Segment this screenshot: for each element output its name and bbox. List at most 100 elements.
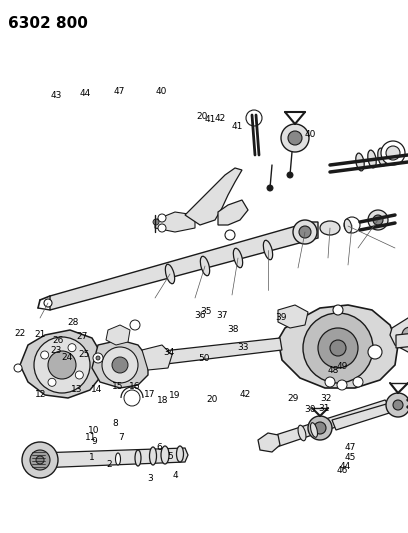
Text: 40: 40 [304,130,316,139]
Circle shape [44,299,52,307]
Text: 44: 44 [79,89,91,98]
Text: 39: 39 [275,313,286,321]
Text: 49: 49 [337,362,348,371]
Circle shape [68,344,76,352]
Polygon shape [100,338,282,372]
Text: 43: 43 [51,92,62,100]
Circle shape [393,400,403,410]
Text: 9: 9 [91,437,97,446]
Ellipse shape [356,153,364,171]
Text: 40: 40 [155,87,167,96]
Text: 42: 42 [239,390,251,399]
Text: 6: 6 [156,443,162,452]
Text: 38: 38 [227,325,238,334]
Polygon shape [185,168,242,225]
Polygon shape [20,330,102,398]
Ellipse shape [177,446,184,462]
Text: 7: 7 [119,433,124,441]
Text: 48: 48 [328,366,339,375]
Ellipse shape [135,450,141,466]
Ellipse shape [115,453,120,465]
Text: 47: 47 [344,443,356,452]
Text: 28: 28 [67,319,78,327]
Text: 25: 25 [78,350,89,359]
Text: 45: 45 [344,453,356,462]
Circle shape [93,353,103,363]
Text: 44: 44 [339,462,350,471]
Circle shape [41,351,49,359]
Text: 37: 37 [217,311,228,320]
Circle shape [267,185,273,191]
Circle shape [325,377,335,387]
Circle shape [14,364,22,372]
Circle shape [158,224,166,232]
Text: 23: 23 [51,346,62,355]
Circle shape [158,214,166,222]
Text: 41: 41 [232,123,243,131]
Text: 34: 34 [164,349,175,357]
Ellipse shape [263,240,273,260]
Ellipse shape [320,221,340,235]
Text: 6302 800: 6302 800 [8,16,88,31]
Text: 26: 26 [52,336,64,344]
Polygon shape [390,318,408,352]
Circle shape [48,378,56,386]
Circle shape [112,357,128,373]
Circle shape [381,141,405,165]
Circle shape [34,337,90,393]
Text: 20: 20 [206,395,218,404]
Polygon shape [218,200,248,225]
Circle shape [318,328,358,368]
Ellipse shape [149,447,157,465]
Text: 41: 41 [204,116,216,124]
Ellipse shape [200,256,210,276]
Text: 35: 35 [200,308,212,316]
Circle shape [250,114,258,122]
Circle shape [308,416,332,440]
Circle shape [368,210,388,230]
Text: 32: 32 [321,394,332,403]
Circle shape [225,230,235,240]
Text: 27: 27 [77,333,88,341]
Text: 14: 14 [91,385,103,393]
Text: 24: 24 [62,353,73,361]
Text: 33: 33 [237,343,248,352]
Text: 15: 15 [112,383,123,391]
Text: 19: 19 [169,391,180,400]
Circle shape [30,450,50,470]
Circle shape [386,146,400,160]
Text: 10: 10 [88,426,100,435]
Circle shape [75,371,83,379]
Text: 31: 31 [319,404,330,413]
Text: 3: 3 [147,474,153,483]
Circle shape [287,172,293,178]
Ellipse shape [368,150,376,168]
Circle shape [36,456,44,464]
Text: 46: 46 [337,466,348,474]
Circle shape [373,215,383,225]
Polygon shape [50,222,318,310]
Circle shape [330,340,346,356]
Polygon shape [92,340,148,388]
Text: 30: 30 [304,405,316,414]
Polygon shape [106,325,130,345]
Ellipse shape [344,219,352,233]
Circle shape [130,320,140,330]
Text: 4: 4 [173,471,178,480]
Circle shape [402,327,408,343]
Text: 16: 16 [129,383,140,391]
Polygon shape [32,448,188,468]
Polygon shape [142,345,172,370]
Text: 47: 47 [113,87,125,96]
Circle shape [288,131,302,145]
Circle shape [333,305,343,315]
Circle shape [368,345,382,359]
Ellipse shape [298,425,306,441]
Circle shape [293,220,317,244]
Circle shape [344,217,360,233]
Text: 8: 8 [112,419,118,428]
Circle shape [353,377,363,387]
Text: 42: 42 [215,114,226,123]
Text: 12: 12 [35,390,47,399]
Text: 11: 11 [85,433,97,441]
